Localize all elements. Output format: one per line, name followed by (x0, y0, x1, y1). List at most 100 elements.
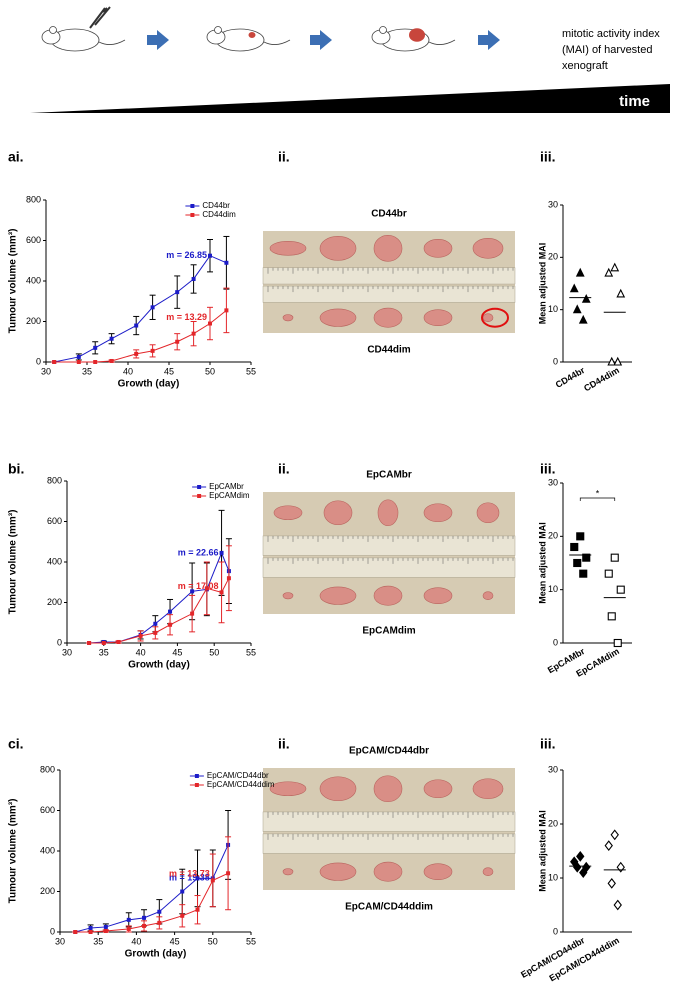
data-point (613, 899, 622, 911)
tumour-sample (423, 779, 453, 799)
data-point (168, 609, 173, 614)
data-point (572, 304, 582, 314)
panel-label: iii. (540, 149, 556, 165)
legend-marker (194, 783, 199, 787)
y-axis-label: Tumour volume (mm³) (8, 799, 19, 904)
slope-annotation: m = 13.73 (169, 869, 210, 879)
caption-line: xenograft (562, 60, 608, 72)
legend-marker (190, 213, 195, 217)
x-tick-label: 40 (123, 366, 133, 376)
photo-label: CD44br (371, 209, 407, 220)
y-tick-label: 800 (47, 475, 62, 485)
slope-annotation: m = 26.85 (166, 250, 207, 260)
data-point (573, 558, 582, 568)
data-point (578, 314, 588, 324)
data-point (226, 871, 231, 876)
y-tick-label: 10 (548, 304, 558, 314)
x-tick-label: 35 (99, 647, 109, 657)
panel-label: iii. (540, 736, 556, 752)
tumour-sample (373, 775, 403, 803)
panel-label: ii. (278, 736, 290, 752)
y-tick-label: 30 (548, 477, 558, 487)
tumour-sample (269, 241, 307, 256)
x-tick-label: 30 (55, 936, 65, 946)
data-point (210, 878, 215, 883)
tumour-sample (482, 313, 494, 323)
data-point (76, 354, 81, 359)
data-point (224, 260, 229, 265)
data-point (208, 253, 212, 258)
photo-label: EpCAMdim (362, 626, 415, 637)
y-tick-label: 0 (553, 926, 558, 936)
ruler (262, 535, 516, 556)
data-point (579, 569, 588, 578)
tumour-sample (423, 309, 453, 327)
series-line (89, 551, 230, 644)
tumour-sample (423, 503, 453, 523)
tumour-sample (373, 585, 403, 606)
tumour (248, 32, 256, 38)
data-point (87, 641, 92, 645)
data-point (616, 585, 625, 594)
x-tick-label: 55 (246, 366, 256, 376)
timeline: time mitotic activity index (MAI) of har… (30, 28, 670, 113)
ruler (262, 811, 516, 832)
y-tick-label: 600 (40, 805, 55, 815)
y-tick-label: 0 (36, 356, 41, 366)
data-point (219, 590, 224, 595)
tumour-sample (423, 863, 453, 881)
ruler (262, 285, 516, 303)
data-point (101, 641, 106, 645)
data-point (575, 267, 585, 277)
series-line (75, 844, 229, 933)
slope-annotation: m = 13.29 (166, 312, 207, 322)
data-point (208, 321, 212, 326)
series-line (75, 872, 229, 933)
arrow (147, 30, 169, 50)
tumour-sample (319, 862, 357, 881)
data-point (190, 611, 195, 616)
y-tick-label: 800 (40, 764, 55, 774)
data-point (88, 925, 93, 930)
tumour-sample (273, 505, 303, 521)
mouse-ear (379, 26, 387, 34)
data-point (610, 553, 619, 562)
data-point (142, 915, 147, 920)
tumour-sample (482, 591, 494, 601)
y-tick-label: 20 (548, 252, 558, 262)
x-tick-label: 50 (208, 936, 218, 946)
tumour-sample (373, 861, 403, 882)
x-tick-label: CD44dim (582, 365, 621, 393)
series-line (89, 577, 230, 644)
panel-label: iii. (540, 461, 556, 477)
arrow (478, 30, 500, 50)
data-point (204, 586, 209, 591)
tumour-sample (377, 499, 399, 527)
x-tick-label: 30 (41, 366, 51, 376)
data-point (175, 339, 180, 344)
tumour (409, 28, 425, 42)
data-point (613, 356, 623, 366)
panel-label: ci. (8, 736, 24, 752)
y-tick-label: 400 (47, 556, 62, 566)
data-point (607, 356, 617, 366)
ruler (262, 267, 516, 285)
tumour-sample (282, 314, 294, 322)
data-point (224, 308, 229, 313)
x-tick-label: 50 (209, 647, 219, 657)
data-point (126, 926, 131, 931)
data-point (76, 360, 81, 364)
y-tick-label: 10 (548, 872, 558, 882)
panel-label: bi. (8, 461, 24, 477)
ruler (262, 557, 516, 578)
tumour-sample (423, 587, 453, 605)
panel-label: ii. (278, 149, 290, 165)
y-tick-label: 0 (553, 637, 558, 647)
legend-label: EpCAMdim (209, 491, 250, 500)
x-tick-label: 50 (205, 366, 215, 376)
x-tick-label: 35 (82, 366, 92, 376)
y-tick-label: 20 (548, 818, 558, 828)
mouse-ear (214, 26, 222, 34)
data-point (195, 907, 200, 912)
y-tick-label: 10 (548, 584, 558, 594)
